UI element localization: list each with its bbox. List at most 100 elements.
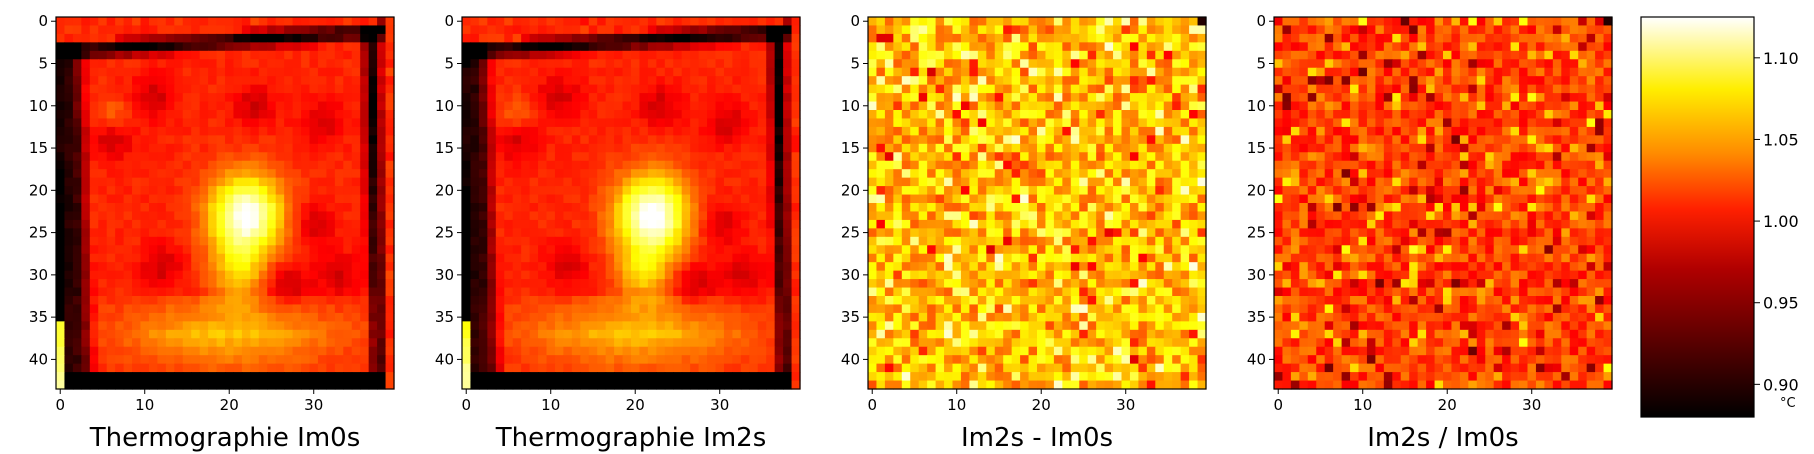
heatmap-cell xyxy=(740,338,750,348)
heatmap-cell xyxy=(1053,76,1063,86)
heatmap-cell xyxy=(664,25,674,35)
heatmap-cell xyxy=(893,33,903,43)
heatmap-cell xyxy=(554,262,564,272)
heatmap-cell xyxy=(1138,236,1148,246)
heatmap-cell xyxy=(986,177,996,187)
heatmap-cell xyxy=(690,135,700,145)
heatmap-cell xyxy=(1180,42,1190,52)
heatmap-cell xyxy=(157,304,167,314)
heatmap-cell xyxy=(343,346,353,356)
heatmap-cell xyxy=(106,59,116,69)
heatmap-cell xyxy=(944,93,954,103)
heatmap-cell xyxy=(462,228,472,238)
heatmap-cell xyxy=(504,253,514,263)
heatmap-cell xyxy=(1172,236,1182,246)
heatmap-cell xyxy=(1096,177,1106,187)
heatmap-cell xyxy=(275,135,285,145)
heatmap-cell xyxy=(757,143,767,153)
heatmap-cell xyxy=(1197,211,1207,221)
heatmap-cell xyxy=(774,262,784,272)
heatmap-cell xyxy=(182,346,192,356)
heatmap-cell xyxy=(631,338,641,348)
heatmap-cell xyxy=(191,50,201,60)
heatmap-cell xyxy=(284,270,294,280)
heatmap-cell xyxy=(715,262,725,272)
heatmap-cell xyxy=(56,160,66,170)
heatmap-cell xyxy=(698,296,708,306)
heatmap-cell xyxy=(757,363,767,373)
heatmap-cell xyxy=(1138,118,1148,128)
heatmap-cell xyxy=(918,143,928,153)
heatmap-cell xyxy=(656,228,666,238)
heatmap-cell xyxy=(487,363,497,373)
heatmap-cell xyxy=(563,236,573,246)
heatmap-cell xyxy=(1070,279,1080,289)
heatmap-cell xyxy=(174,143,184,153)
heatmap-cell xyxy=(98,93,108,103)
heatmap-cell xyxy=(326,93,336,103)
heatmap-cell xyxy=(233,93,243,103)
heatmap-cell xyxy=(546,236,556,246)
heatmap-cell xyxy=(123,186,133,196)
heatmap-cell xyxy=(1037,169,1047,179)
heatmap-cell xyxy=(368,287,378,297)
heatmap-cell xyxy=(639,312,649,322)
heatmap-cell xyxy=(140,186,150,196)
heatmap-cell xyxy=(571,253,581,263)
heatmap-cell xyxy=(1070,17,1080,27)
heatmap-cell xyxy=(605,312,615,322)
heatmap-cell xyxy=(199,380,209,390)
heatmap-cell xyxy=(893,76,903,86)
heatmap-cell xyxy=(81,372,91,382)
heatmap-cell xyxy=(529,346,539,356)
heatmap-cell xyxy=(1011,59,1021,69)
heatmap-cell xyxy=(588,25,598,35)
heatmap-cell xyxy=(690,363,700,373)
heatmap-cell xyxy=(165,50,175,60)
heatmap-cell xyxy=(165,346,175,356)
heatmap-cell xyxy=(1189,101,1199,111)
heatmap-cell xyxy=(910,135,920,145)
heatmap-cell xyxy=(1070,296,1080,306)
heatmap-cell xyxy=(140,321,150,331)
heatmap-cell xyxy=(740,304,750,314)
heatmap-cell xyxy=(546,33,556,43)
heatmap-cell xyxy=(749,321,759,331)
heatmap-cell xyxy=(952,160,962,170)
heatmap-cell xyxy=(487,304,497,314)
heatmap-cell xyxy=(1079,253,1089,263)
heatmap-cell xyxy=(580,25,590,35)
heatmap-cell xyxy=(656,219,666,229)
heatmap-cell xyxy=(538,363,548,373)
heatmap-cell xyxy=(1062,67,1072,77)
heatmap-cell xyxy=(258,177,268,187)
heatmap-cell xyxy=(258,262,268,272)
heatmap-cell xyxy=(98,245,108,255)
heatmap-cell xyxy=(1062,101,1072,111)
heatmap-cell xyxy=(960,93,970,103)
heatmap-cell xyxy=(123,338,133,348)
heatmap-cell xyxy=(605,236,615,246)
heatmap-cell xyxy=(123,363,133,373)
heatmap-cell xyxy=(597,194,607,204)
heatmap-cell xyxy=(267,355,277,365)
heatmap-cell xyxy=(199,25,209,35)
heatmap-cell xyxy=(284,219,294,229)
heatmap-cell xyxy=(605,338,615,348)
heatmap-cell xyxy=(1096,126,1106,136)
heatmap-cell xyxy=(199,42,209,52)
heatmap-cell xyxy=(182,304,192,314)
heatmap-cell xyxy=(1189,76,1199,86)
heatmap-cell xyxy=(132,321,142,331)
heatmap-cell xyxy=(140,42,150,52)
heatmap-cell xyxy=(1053,236,1063,246)
heatmap-cell xyxy=(554,279,564,289)
heatmap-cell xyxy=(123,236,133,246)
heatmap-cell xyxy=(292,312,302,322)
heatmap-cell xyxy=(360,152,370,162)
heatmap-cell xyxy=(757,25,767,35)
heatmap-cell xyxy=(732,42,742,52)
heatmap-cell xyxy=(478,50,488,60)
heatmap-cell xyxy=(546,135,556,145)
heatmap-cell xyxy=(1062,152,1072,162)
